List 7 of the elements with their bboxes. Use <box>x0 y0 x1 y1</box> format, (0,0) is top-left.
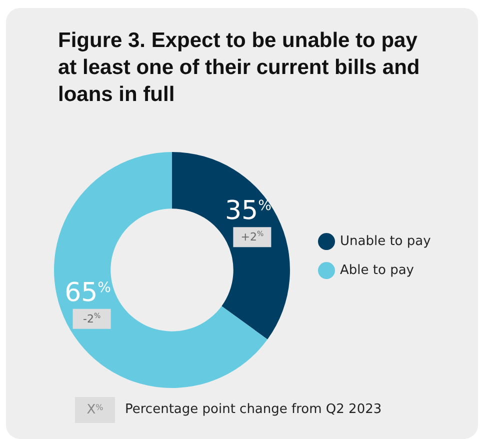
data-label: 65% <box>64 278 112 308</box>
legend-label: Able to pay <box>340 263 414 278</box>
chart-title: Figure 3. Expect to be unable to pay at least one of their current bills and loans in full <box>58 29 426 106</box>
legend-label: Unable to pay <box>340 234 432 249</box>
text: X% <box>86 402 104 418</box>
text: Percentage point change from Q2 2023 <box>125 402 382 417</box>
data-label: 35% <box>224 196 272 226</box>
